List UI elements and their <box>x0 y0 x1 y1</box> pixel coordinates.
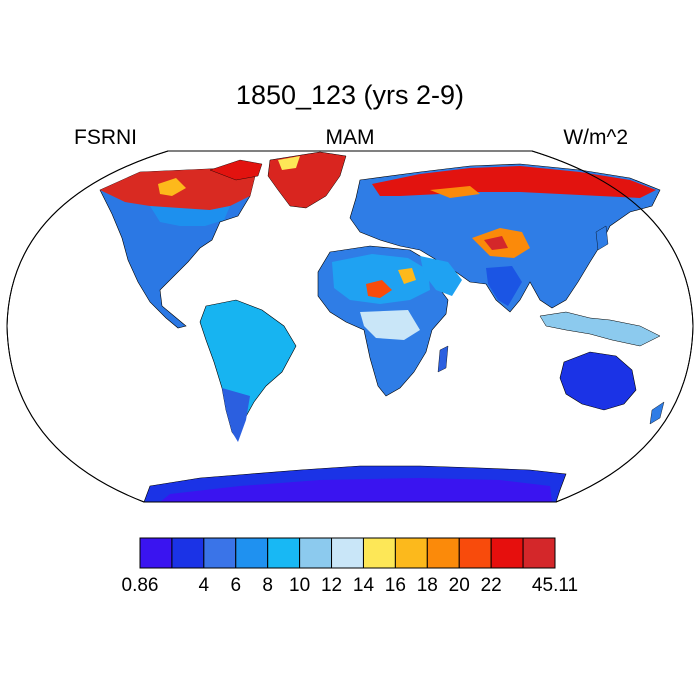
tibet-hot <box>484 236 508 250</box>
australia <box>559 351 637 411</box>
colorbar-box <box>267 537 301 569</box>
map-frame-outline <box>6 150 694 503</box>
colorbar-box <box>394 537 428 569</box>
colorbar-tick-label: 0.86 <box>121 575 159 596</box>
colorbar-tick-label: 22 <box>480 575 502 596</box>
colorbar-box <box>139 537 173 569</box>
siberia-warm <box>430 186 480 198</box>
arabia <box>420 256 462 296</box>
arctic-islands <box>209 159 263 181</box>
sahara <box>332 254 430 304</box>
india <box>486 266 522 306</box>
colorbar-tick-label: 4 <box>198 575 210 596</box>
sahara-hotspot <box>366 280 392 298</box>
colorbar-box <box>522 537 556 569</box>
south-america-south <box>222 388 250 442</box>
colorbar-box <box>490 537 524 569</box>
antarctica-interior <box>160 478 552 502</box>
colorbar-tick-label: 14 <box>352 575 375 596</box>
colorbar-box <box>458 537 492 569</box>
colorbar-box <box>331 537 364 569</box>
new-zealand <box>649 401 665 425</box>
central-africa <box>360 310 420 340</box>
units-label: W/m^2 <box>563 126 628 149</box>
indonesia <box>539 311 661 347</box>
hudson-warm <box>158 178 186 196</box>
colorbar-tick-label: 6 <box>230 575 242 596</box>
colorbar-tick-label: 8 <box>262 575 273 596</box>
colorbar-tick-label: 18 <box>416 575 438 596</box>
colorbar-box <box>299 537 333 569</box>
colorbar-box <box>235 537 269 569</box>
variable-label: FSRNI <box>74 126 137 149</box>
colorbar-tick-label: 45.11 <box>531 575 579 596</box>
season-label: MAM <box>325 126 375 149</box>
colorbar-tick-label: 20 <box>448 575 470 596</box>
colorbar-box <box>362 537 396 569</box>
madagascar <box>437 345 449 373</box>
canadian-shield <box>150 206 230 226</box>
colorbar-tick-label: 16 <box>384 575 406 596</box>
sahara-warm <box>398 268 416 284</box>
colorbar-box <box>203 537 237 569</box>
colorbar-box <box>171 537 205 569</box>
plot-title: 1850_123 (yrs 2-9) <box>235 80 465 110</box>
greenland-rim <box>278 156 300 170</box>
colorbar-box <box>426 537 460 569</box>
colorbar-tick-label: 12 <box>320 575 343 596</box>
japan <box>595 225 609 251</box>
colorbar-tick-label: 10 <box>289 575 311 596</box>
